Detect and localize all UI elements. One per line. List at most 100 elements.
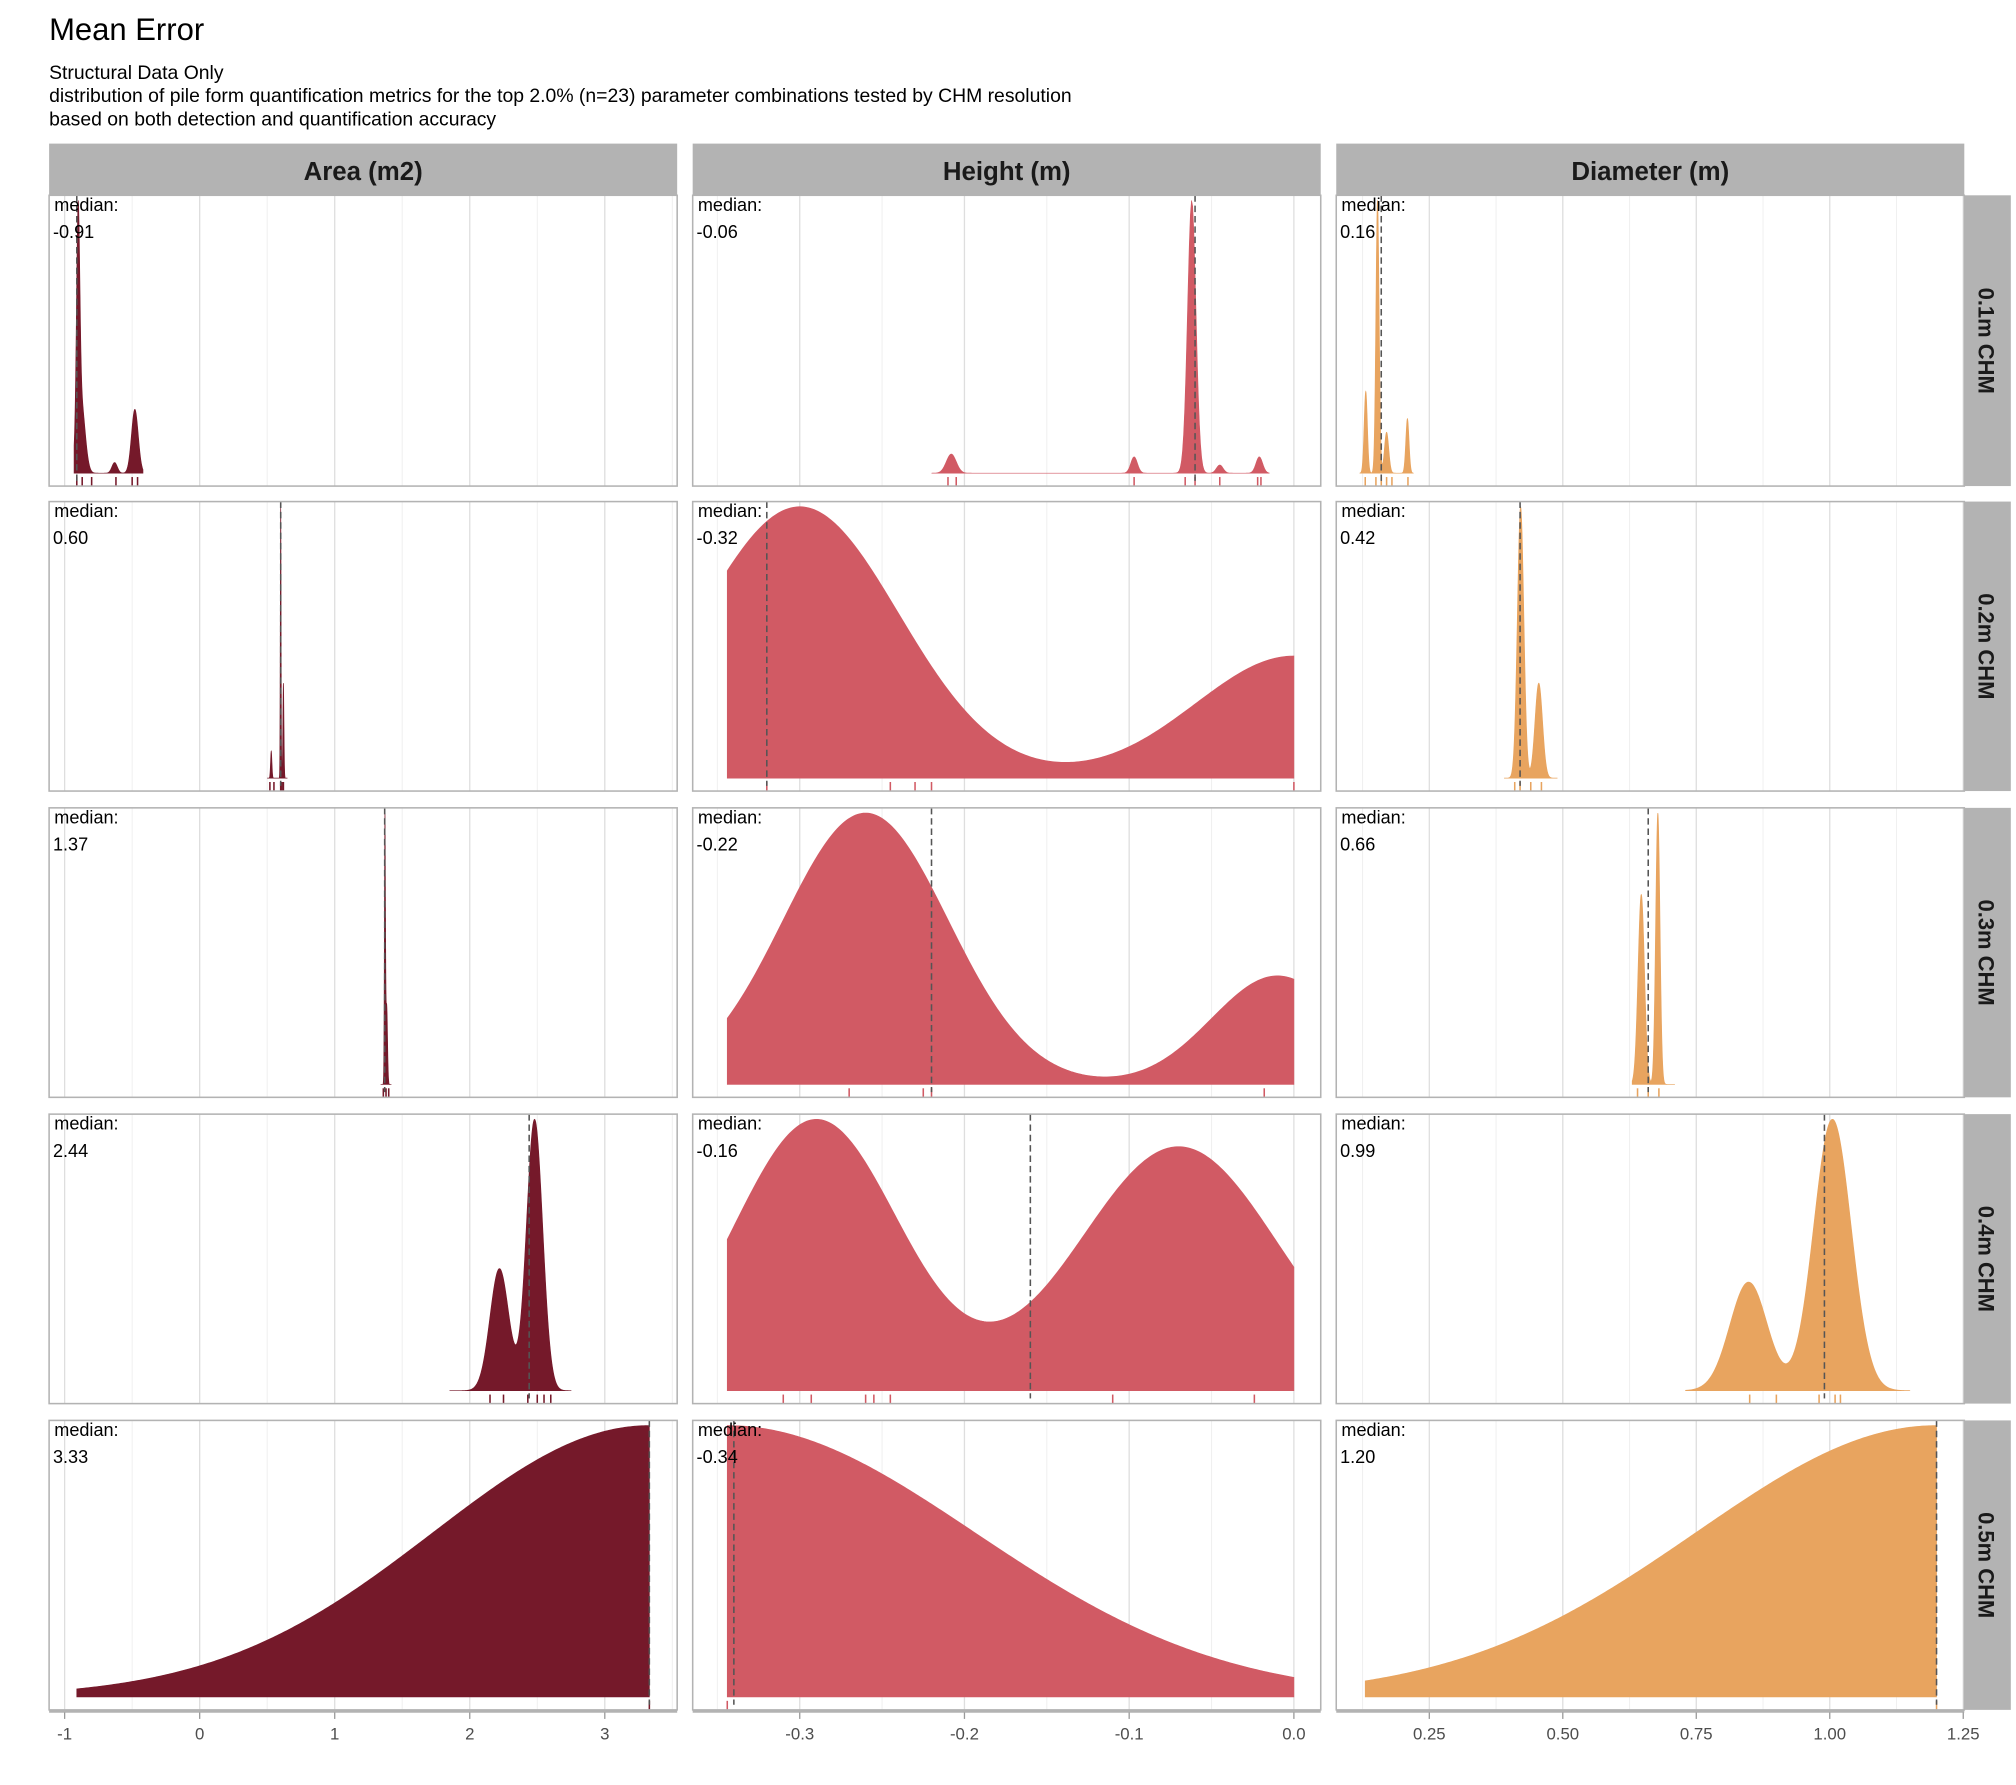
facet-panel: median: -0.32 — [691, 500, 1322, 792]
row-strip-label: 0.2m CHM — [1974, 593, 1999, 699]
row-strip — [1964, 1420, 2011, 1710]
panel-border — [1335, 807, 1966, 1099]
median-label: median: — [698, 1114, 762, 1134]
row-strip-label: 0.4m CHM — [1974, 1206, 1999, 1312]
median-value: 0.16 — [1340, 222, 1375, 242]
column-strip-label: Area (m2) — [304, 158, 423, 186]
density-curve — [1685, 1118, 1911, 1392]
median-label: median: — [1341, 1420, 1405, 1440]
median-label: median: — [54, 1420, 118, 1440]
facet-panel: median: 0.66 — [1335, 807, 1966, 1099]
row-strip — [1964, 1114, 2011, 1404]
facet-panel: median: 0.60 — [48, 500, 678, 792]
panel-border — [48, 500, 678, 792]
median-value: -0.06 — [697, 222, 738, 242]
facet-panel: median: 0.16 — [1335, 194, 1966, 487]
subtitle-line-2: distribution of pile form quantification… — [49, 85, 1072, 107]
median-label: median: — [54, 195, 118, 215]
facet-panel: median: 1.37 — [48, 807, 678, 1099]
median-value: 0.60 — [53, 528, 88, 548]
median-label: median: — [698, 1420, 762, 1440]
median-value: -0.32 — [697, 528, 738, 548]
row-strip — [1964, 501, 2011, 792]
median-label: median: — [1341, 195, 1405, 215]
median-label: median: — [1341, 501, 1405, 521]
subtitle-line-1: Structural Data Only — [49, 62, 224, 84]
facet-panel: median: -0.06 — [691, 194, 1322, 487]
median-value: 0.66 — [1340, 835, 1375, 855]
density-curve — [931, 200, 1270, 474]
density-curve — [726, 812, 1295, 1085]
median-label: median: — [698, 195, 762, 215]
x-tick-label: 1.25 — [1947, 1725, 1980, 1744]
density-curve — [1504, 505, 1558, 779]
column-strip — [1336, 143, 1965, 196]
median-label: median: — [54, 501, 118, 521]
x-tick-label: 0.75 — [1680, 1725, 1713, 1744]
column-strip — [692, 143, 1321, 196]
median-value: 0.42 — [1340, 528, 1375, 548]
median-value: -0.34 — [697, 1447, 738, 1467]
column-strip — [49, 143, 678, 196]
panel-border — [1335, 1113, 1966, 1405]
density-curve — [73, 200, 144, 474]
row-strip — [1964, 195, 2011, 487]
panel-border — [691, 500, 1322, 792]
median-value: -0.91 — [53, 222, 94, 242]
row-strip-label: 0.5m CHM — [1974, 1512, 1999, 1618]
panel-background — [49, 1114, 678, 1404]
median-value: 1.37 — [53, 835, 88, 855]
x-tick-label: 2 — [465, 1725, 474, 1744]
chart-title: Mean Error — [49, 12, 204, 47]
median-value: -0.16 — [697, 1141, 738, 1161]
density-curve — [726, 1118, 1295, 1392]
median-label: median: — [1341, 807, 1405, 827]
x-tick-label: 0 — [195, 1725, 204, 1744]
x-tick-label: 3 — [600, 1725, 609, 1744]
median-value: 2.44 — [53, 1141, 88, 1161]
panel-border — [691, 807, 1322, 1099]
facet-panel: median: -0.22 — [691, 807, 1322, 1099]
median-label: median: — [54, 1114, 118, 1134]
facet-panel: median: 0.42 — [1335, 500, 1966, 792]
x-tick-label: -1 — [57, 1725, 72, 1744]
facet-panel: median: 2.44 — [48, 1113, 678, 1405]
density-curve — [726, 1425, 1295, 1698]
facet-panel: median: 0.99 — [1335, 1113, 1966, 1405]
x-tick-label: -0.2 — [950, 1725, 979, 1744]
panel-border — [691, 1113, 1322, 1405]
density-curve — [1359, 200, 1414, 474]
panel-background — [1336, 807, 1965, 1098]
density-curve — [726, 506, 1295, 779]
panel-background — [49, 807, 678, 1098]
median-label: median: — [698, 807, 762, 827]
panel-background — [49, 501, 678, 792]
density-curve — [1364, 1425, 1937, 1698]
column-strip-label: Diameter (m) — [1571, 158, 1729, 186]
panel-background — [49, 195, 678, 487]
subtitle-line-3: based on both detection and quantificati… — [49, 109, 496, 131]
density-curve — [267, 506, 288, 779]
panel-border — [1335, 194, 1966, 487]
x-tick-label: 0.25 — [1413, 1725, 1446, 1744]
median-value: 1.20 — [1340, 1447, 1375, 1467]
panel-border — [48, 807, 678, 1099]
x-tick-label: 1.00 — [1813, 1725, 1846, 1744]
median-label: median: — [698, 501, 762, 521]
median-label: median: — [1341, 1114, 1405, 1134]
panel-background — [1336, 195, 1965, 487]
density-curve — [1631, 812, 1675, 1085]
x-tick-label: -0.1 — [1115, 1725, 1144, 1744]
density-curve — [380, 812, 392, 1085]
panel-background — [1336, 501, 1965, 792]
median-value: -0.22 — [697, 835, 738, 855]
row-strip — [1964, 807, 2011, 1098]
panel-background — [692, 195, 1321, 487]
panel-border — [1335, 500, 1966, 792]
x-tick-label: 0.0 — [1282, 1725, 1305, 1744]
facet-panel: median: -0.91 — [48, 194, 678, 487]
x-tick-label: -0.3 — [785, 1725, 814, 1744]
column-strip-label: Height (m) — [943, 158, 1071, 186]
panel-border — [48, 194, 678, 487]
